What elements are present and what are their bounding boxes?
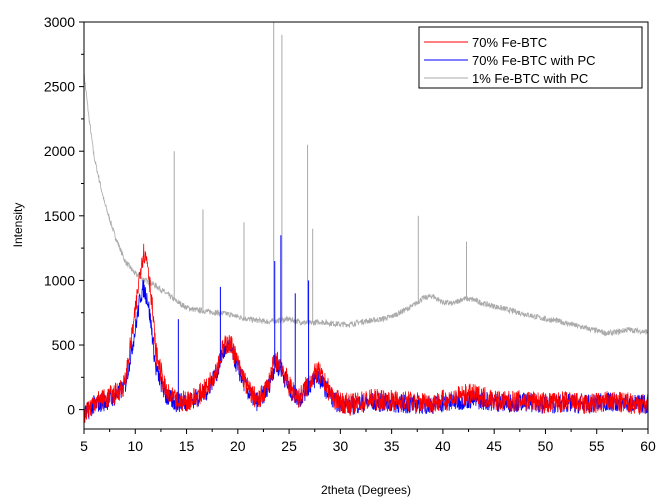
y-tick-label-2: 1000: [44, 272, 75, 288]
x-tick-label-1: 10: [127, 438, 143, 454]
legend-label-1: 70% Fe-BTC with PC: [472, 53, 596, 68]
x-tick-label-11: 60: [640, 438, 656, 454]
legend-label-2: 1% Fe-BTC with PC: [472, 71, 588, 86]
x-tick-label-7: 40: [435, 438, 451, 454]
y-tick-label-0: 0: [67, 402, 75, 418]
y-tick-label-4: 2000: [44, 143, 75, 159]
y-tick-label-1: 500: [52, 337, 76, 353]
legend: 70% Fe-BTC 70% Fe-BTC with PC 1% Fe-BTC wi…: [418, 26, 643, 89]
series-line-0: [84, 243, 648, 423]
legend-label-0: 70% Fe-BTC: [472, 35, 547, 50]
y-tick-label-3: 1500: [44, 208, 75, 224]
x-tick-label-2: 15: [179, 438, 195, 454]
y-tick-label-6: 3000: [44, 14, 75, 30]
y-axis-label: Intensity: [11, 203, 25, 248]
y-tick-label-5: 2500: [44, 79, 75, 95]
x-tick-label-6: 35: [384, 438, 400, 454]
x-tick-label-3: 20: [230, 438, 246, 454]
x-axis-label: 2theta (Degrees): [321, 483, 411, 497]
x-tick-label-5: 30: [333, 438, 349, 454]
x-tick-label-8: 45: [486, 438, 502, 454]
x-tick-label-0: 5: [80, 438, 88, 454]
x-tick-label-9: 50: [538, 438, 554, 454]
x-tick-label-10: 55: [589, 438, 605, 454]
x-tick-label-4: 25: [281, 438, 297, 454]
series-line-2: [84, 73, 648, 337]
